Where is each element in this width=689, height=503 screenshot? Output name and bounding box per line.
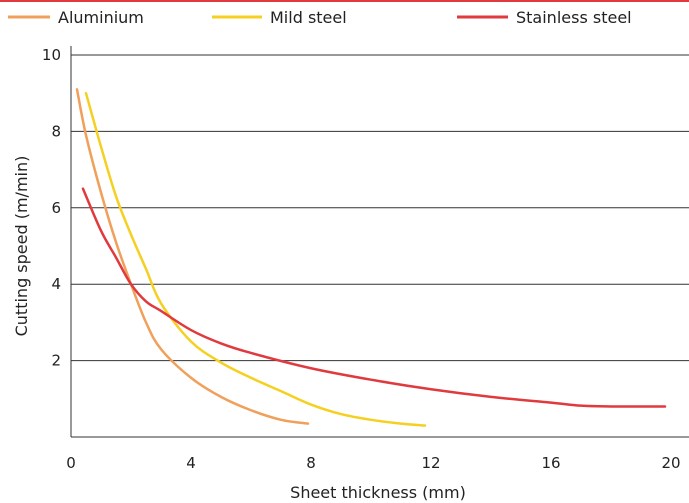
- legend-label-aluminium: Aluminium: [58, 8, 144, 27]
- x-tick-labels: 0 4 8 12 16 20: [66, 454, 680, 472]
- series-line-mild-steel: [84, 91, 427, 427]
- series-line-aluminium: [75, 88, 310, 425]
- axes: [70, 46, 689, 438]
- x-tick-label: 16: [541, 454, 560, 472]
- x-tick-label: 20: [661, 454, 680, 472]
- y-tick-label: 8: [51, 122, 61, 140]
- legend: Aluminium Mild steel Stainless steel: [8, 8, 632, 27]
- y-axis-title: Cutting speed (m/min): [12, 156, 31, 337]
- y-tick-label: 4: [51, 275, 61, 293]
- y-tick-label: 10: [42, 46, 61, 64]
- series-line-stainless-steel: [81, 187, 667, 408]
- gridlines: [71, 54, 689, 362]
- x-tick-label: 0: [66, 454, 76, 472]
- x-axis-title: Sheet thickness (mm): [290, 483, 466, 502]
- legend-label-mild-steel: Mild steel: [270, 8, 347, 27]
- x-tick-label: 12: [421, 454, 440, 472]
- y-tick-label: 6: [51, 199, 61, 217]
- y-tick-label: 2: [51, 352, 61, 370]
- series-lines: [75, 88, 667, 427]
- x-tick-label: 8: [306, 454, 316, 472]
- y-tick-labels: 2 4 6 8 10: [42, 46, 61, 370]
- legend-label-stainless-steel: Stainless steel: [516, 8, 632, 27]
- x-tick-label: 4: [186, 454, 196, 472]
